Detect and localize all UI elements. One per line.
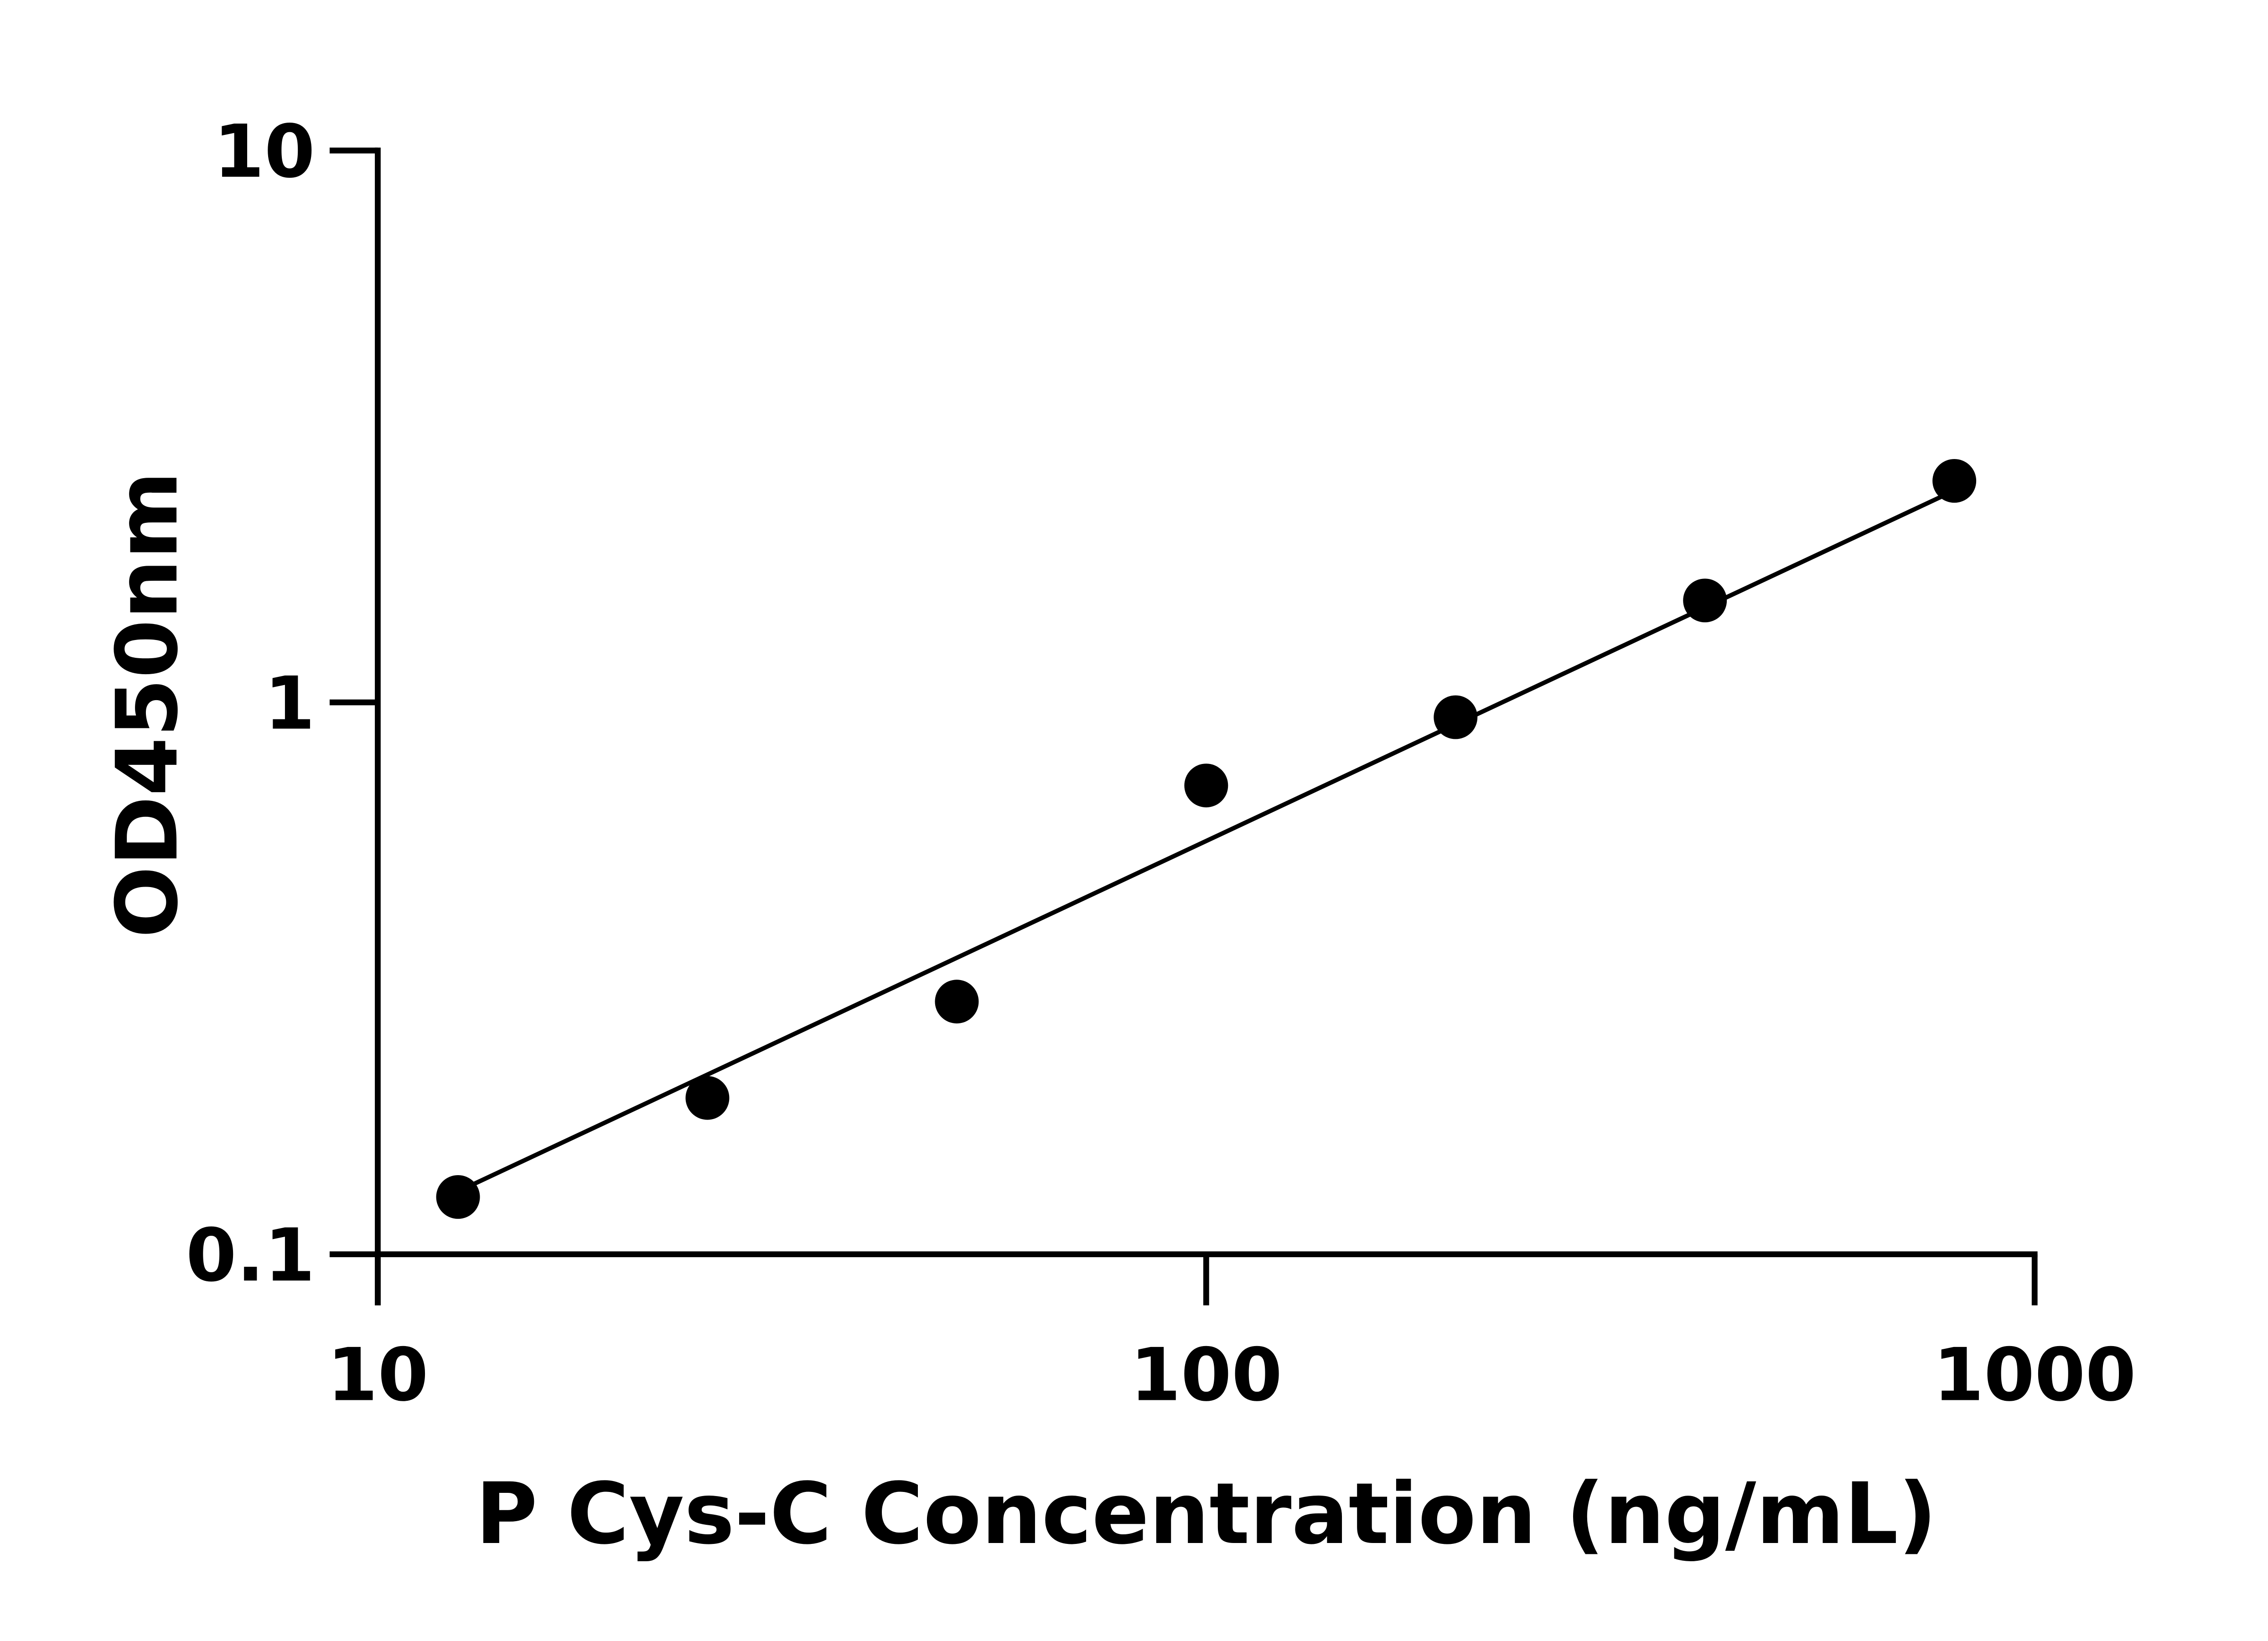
y-tick-label: 0.1 bbox=[186, 1213, 315, 1298]
axes bbox=[375, 147, 2038, 1306]
x-tick-label: 100 bbox=[1130, 1332, 1282, 1417]
x-axis-label: P Cys-C Concentration (ng/mL) bbox=[476, 1465, 1937, 1563]
y-axis-label: OD450nm bbox=[98, 471, 197, 938]
data-point bbox=[685, 1076, 730, 1120]
x-tick-label: 10 bbox=[327, 1332, 429, 1417]
data-point bbox=[935, 980, 979, 1024]
x-tick-label: 1000 bbox=[1933, 1332, 2136, 1417]
data-point bbox=[1932, 459, 1977, 503]
data-point bbox=[1184, 764, 1228, 808]
y-tick-label: 10 bbox=[213, 109, 315, 194]
fit-line bbox=[457, 488, 1956, 1194]
data-point bbox=[436, 1175, 480, 1219]
y-tick-label: 1 bbox=[264, 661, 315, 746]
data-point bbox=[1434, 695, 1478, 739]
data-point bbox=[1683, 578, 1727, 623]
